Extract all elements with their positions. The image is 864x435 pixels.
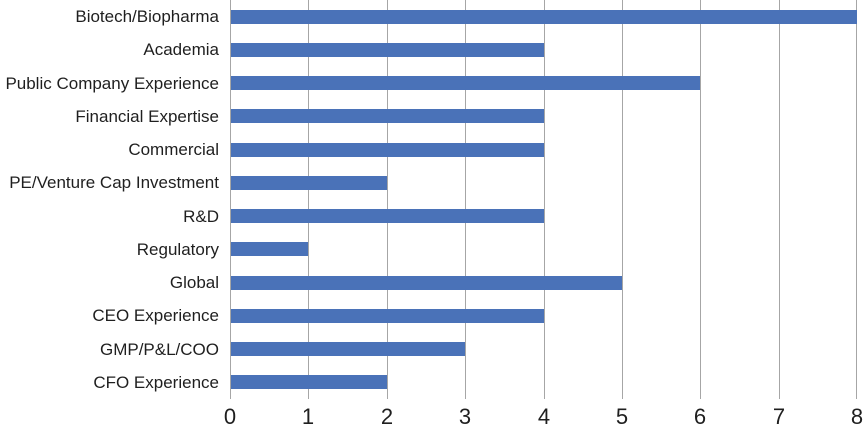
gridline [387, 0, 388, 399]
plot-area [230, 0, 857, 399]
category-label: PE/Venture Cap Investment [9, 173, 219, 192]
bar [231, 109, 544, 123]
gridline [622, 0, 623, 399]
bar [231, 276, 622, 290]
bar [231, 309, 544, 323]
gridline [465, 0, 466, 399]
category-label: Biotech/Biopharma [75, 7, 219, 26]
gridline [544, 0, 545, 399]
bar [231, 10, 857, 24]
x-tick-label: 6 [693, 404, 707, 429]
category-label: Financial Expertise [75, 107, 219, 126]
x-tick-label: 1 [301, 404, 315, 429]
category-label: Public Company Experience [5, 74, 219, 93]
x-tick-label: 4 [537, 404, 551, 429]
x-tick-label: 8 [850, 404, 864, 429]
bar [231, 209, 544, 223]
category-label: Regulatory [136, 240, 219, 259]
x-tick-label: 3 [458, 404, 472, 429]
category-label: GMP/P&L/COO [99, 340, 219, 359]
x-tick-label: 5 [615, 404, 629, 429]
gridline [779, 0, 780, 399]
x-tick-label: 0 [223, 404, 237, 429]
bar [231, 76, 700, 90]
bar [231, 242, 308, 256]
x-tick-label: 2 [380, 404, 394, 429]
gridline [308, 0, 309, 399]
x-tick-label: 7 [772, 404, 786, 429]
bar [231, 143, 544, 157]
bar [231, 375, 387, 389]
gridline [700, 0, 701, 399]
bar [231, 43, 544, 57]
bar [231, 176, 387, 190]
category-label: CFO Experience [93, 373, 219, 392]
category-label: Commercial [128, 140, 219, 159]
category-label: R&D [183, 207, 219, 226]
category-label: Global [169, 273, 219, 292]
gridline [230, 0, 231, 399]
category-label: Academia [143, 40, 219, 59]
gridline [856, 0, 857, 399]
category-label: CEO Experience [92, 306, 219, 325]
bar [231, 342, 465, 356]
